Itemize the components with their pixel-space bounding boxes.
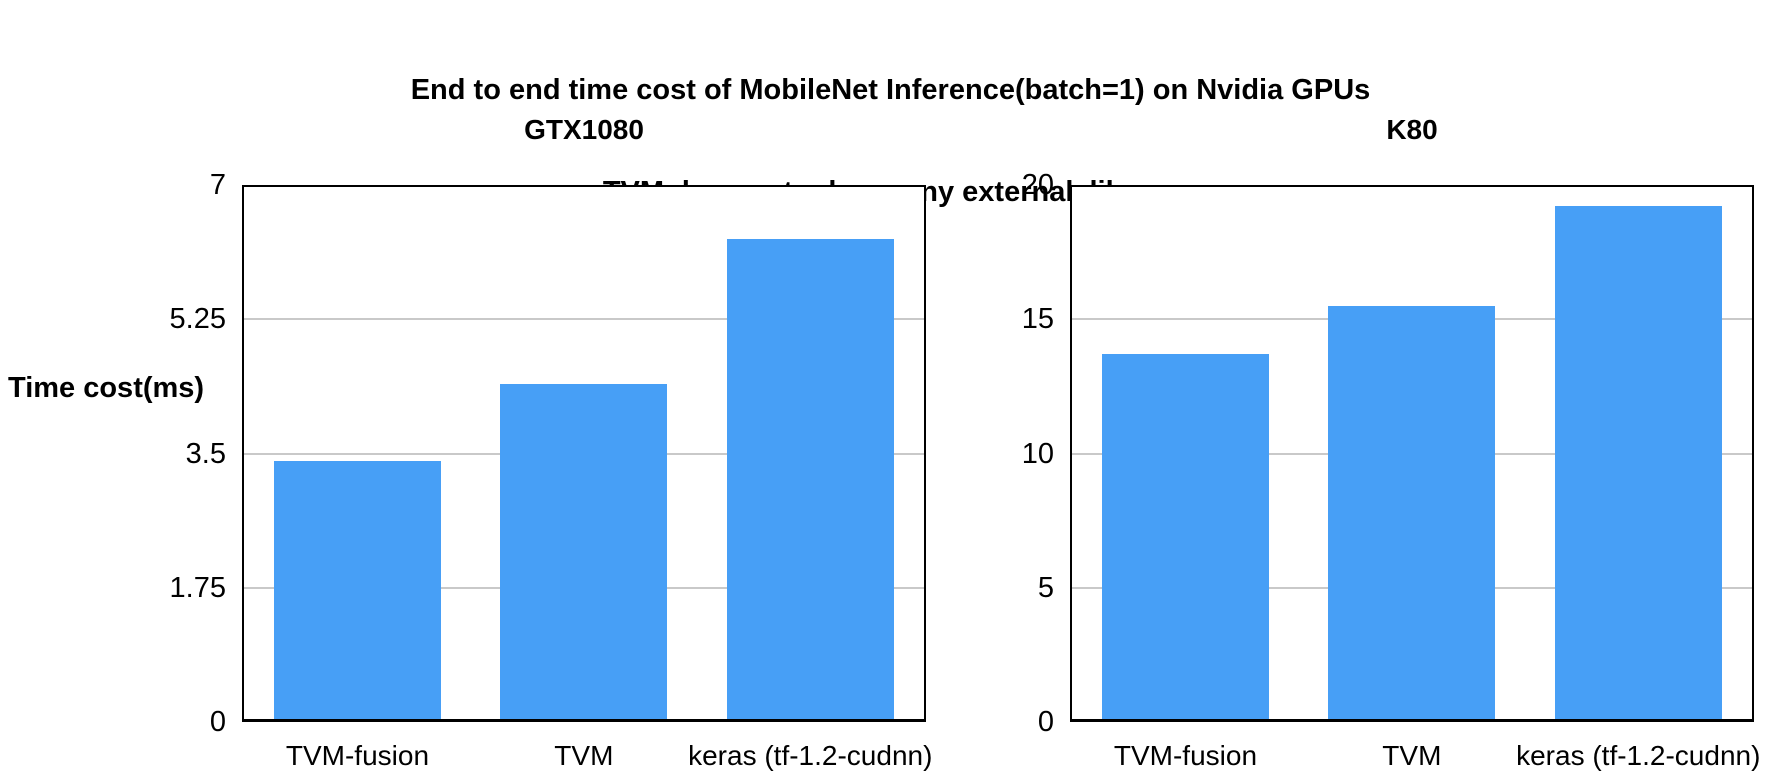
x-category-label: keras (tf-1.2-cudnn) [1516,740,1761,771]
y-tick-label: 15 [1021,303,1054,336]
y-tick-label: 7 [209,169,226,201]
y-tick-label: 0 [209,706,226,738]
y-tick-label: 5 [1037,571,1054,604]
x-category-label: TVM [554,740,614,771]
y-tick-label: 10 [1021,437,1054,470]
y-tick-label: 1.75 [169,571,226,604]
x-category-label: keras (tf-1.2-cudnn) [688,740,933,771]
bar [726,238,894,719]
y-tick-label: 5.25 [169,303,226,336]
x-category-label: TVM [1382,740,1442,771]
gridline [244,318,924,321]
bar [1554,206,1722,719]
chart-title: GTX1080 [524,114,644,145]
y-axis-label: Time cost(ms) [8,372,205,404]
x-category-label: TVM-fusion [285,740,430,771]
x-category-label: TVM-fusion [1113,740,1258,771]
bar [1328,305,1496,719]
y-tick-label: 3.5 [185,437,226,470]
bar [1102,354,1269,719]
bar [274,461,441,719]
bar [500,384,668,719]
chart-title: K80 [1386,114,1438,145]
y-tick-label: 20 [1021,169,1054,201]
figure-title-line1: End to end time cost of MobileNet Infere… [410,74,1371,106]
y-tick-label: 0 [1037,706,1054,738]
